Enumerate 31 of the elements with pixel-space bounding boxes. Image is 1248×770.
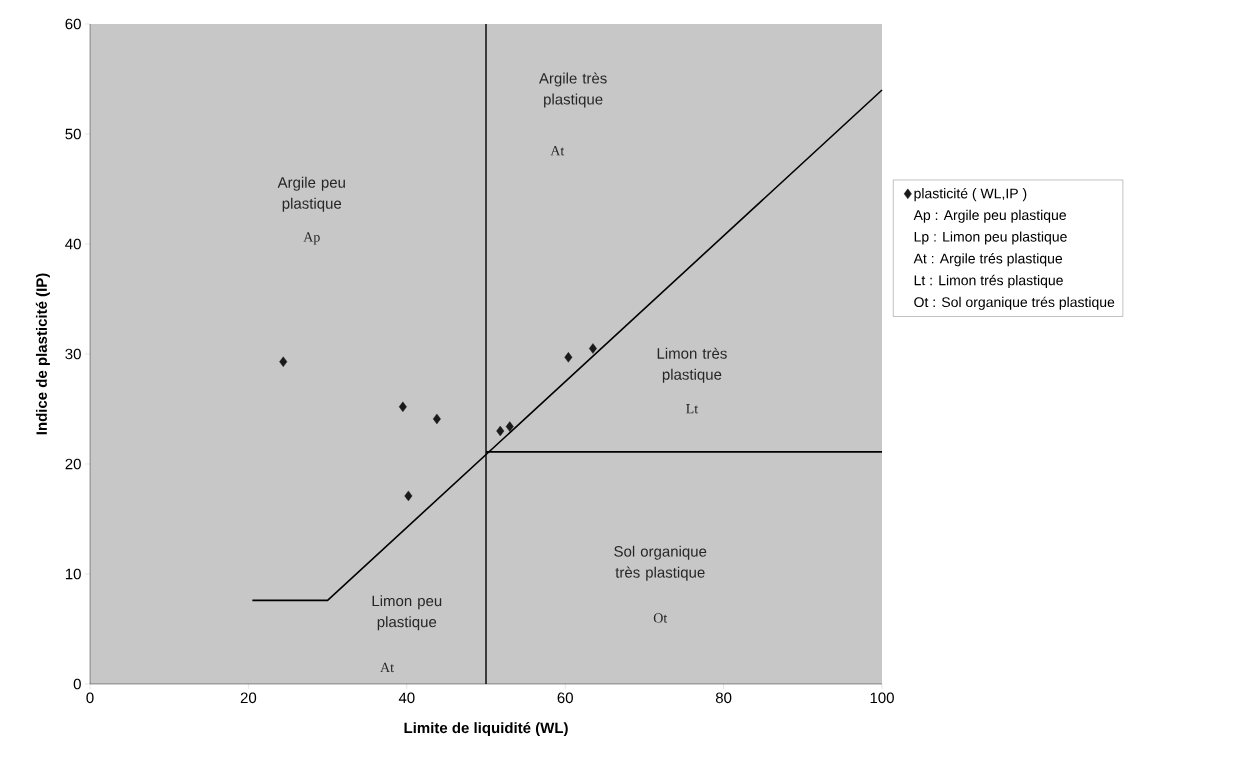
y-axis-title: Indice de plasticité (IP): [35, 273, 50, 435]
text: Lp : Limon peu plastique: [914, 231, 1067, 245]
y-tick-label: 60: [65, 18, 81, 30]
legend-label: plasticité ( WL,IP ): [914, 187, 1027, 202]
y-tick-label: 40: [65, 238, 81, 250]
text: At : Argile trés plastique: [913, 253, 1063, 267]
x-tick-label: 20: [240, 692, 257, 704]
annotation: Argile très plastique: [538, 72, 607, 108]
y-tick-label: 50: [65, 128, 81, 140]
x-tick-label: 60: [557, 692, 573, 704]
y-tick-label: 10: [65, 568, 81, 580]
annotation: At: [380, 662, 394, 673]
x-axis-title: Limite de liquidité (WL): [404, 722, 568, 737]
annotation: Limon très plastique: [657, 347, 727, 383]
annotation: Argile peu plastique: [277, 176, 345, 212]
text: Lt : Limon trés plastique: [914, 274, 1063, 289]
text: Ot : Sol organique trés plastique: [914, 296, 1115, 310]
y-tick-label: 0: [73, 678, 81, 690]
annotation: Ap: [303, 232, 320, 245]
annotation: Sol organique très plastique: [614, 545, 707, 581]
y-tick-label: 30: [65, 348, 81, 360]
annotation: At: [550, 146, 565, 156]
y-tick-label: 20: [65, 458, 81, 470]
text: Ap : Argile peu plastique: [913, 209, 1066, 223]
x-tick-label: 40: [398, 692, 415, 704]
annotation: Lt: [686, 404, 699, 414]
annotation: Limon peu plastique: [372, 595, 442, 631]
x-tick-label: 80: [715, 692, 732, 704]
annotation: Ot: [653, 613, 668, 623]
x-tick-label: 0: [86, 692, 94, 704]
x-tick-label: 100: [870, 692, 894, 704]
